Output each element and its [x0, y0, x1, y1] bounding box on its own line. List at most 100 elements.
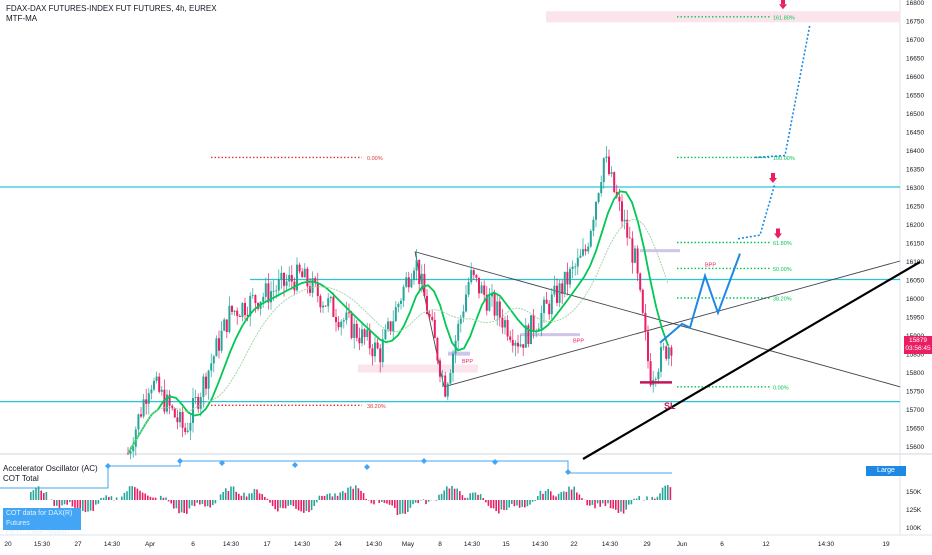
oscillator-bar [579, 494, 581, 500]
candle-body [621, 201, 623, 221]
time-tick-label: 6 [720, 541, 724, 548]
oscillator-bar [274, 500, 276, 509]
oscillator-bar [514, 500, 516, 506]
oscillator-bar [152, 498, 154, 500]
candle-body [574, 267, 576, 268]
oscillator-bar [345, 493, 347, 500]
candle-body [306, 269, 308, 286]
cot-marker [292, 462, 298, 468]
candle-body [184, 428, 186, 432]
price-tick-label: 16450 [906, 130, 924, 137]
candle-body [509, 336, 511, 339]
candle-body [327, 298, 329, 306]
candle-body [148, 393, 150, 404]
time-tick-label: 8 [438, 541, 442, 548]
oscillator-bar [329, 493, 331, 500]
candle-body [434, 320, 436, 338]
oscillator-bar [566, 492, 568, 500]
oscillator-bar [339, 492, 341, 500]
candle-body [572, 267, 574, 269]
large-traders-badge[interactable]: Large Traders [866, 466, 906, 476]
candle-body [374, 343, 376, 357]
oscillator-bar [358, 488, 360, 500]
oscillator-bar [493, 500, 495, 508]
oscillator-bar [576, 492, 578, 500]
oscillator-bar [472, 493, 474, 500]
oscillator-bar [527, 500, 529, 506]
candle-body [270, 291, 272, 302]
oscillator-bar [602, 500, 604, 503]
candle-body [512, 340, 514, 346]
candle-body [213, 356, 215, 363]
candle-body [603, 158, 605, 182]
oscillator-bar [407, 500, 409, 512]
oscillator-bar [199, 500, 201, 505]
oscillator-bar [103, 498, 105, 500]
candle-body [507, 320, 509, 336]
oscillator-bar [183, 500, 185, 513]
candle-body [598, 193, 600, 202]
oscillator-bar [381, 500, 383, 502]
candle-body [520, 344, 522, 346]
oscillator-bar [337, 496, 339, 500]
oscillator-bar [155, 498, 157, 500]
candle-body [665, 346, 667, 358]
time-tick-label: 14:30 [818, 541, 835, 548]
candle-body [202, 377, 204, 397]
candle-body [195, 397, 197, 398]
candle-body [418, 260, 420, 284]
candle-body [377, 343, 379, 349]
cot-marker [177, 458, 183, 464]
time-tick-label: 15 [502, 541, 510, 548]
price-tick-label: 15800 [906, 370, 924, 377]
candle-body [371, 348, 373, 356]
candle-body [608, 157, 610, 174]
oscillator-bar [599, 500, 601, 507]
oscillator-bar [121, 497, 123, 500]
price-tick-label: 15750 [906, 389, 924, 396]
oscillator-bar [282, 500, 284, 508]
candle-body [200, 397, 202, 409]
candle-body [431, 317, 433, 320]
candle-body [161, 390, 163, 392]
price-tick-label: 16550 [906, 93, 924, 100]
oscillator-bar [386, 500, 388, 504]
oscillator-bar [534, 500, 536, 501]
oscillator-bar [586, 500, 588, 505]
oscillator-bar [631, 500, 633, 504]
candle-body [189, 423, 191, 431]
oscillator-bar [664, 486, 666, 500]
candle-body [156, 377, 158, 381]
candle-body [618, 197, 620, 202]
candle-body [585, 249, 587, 251]
oscillator-bar [415, 500, 417, 503]
candle-body [595, 202, 597, 220]
candle-body [488, 296, 490, 310]
oscillator-bar [389, 500, 391, 505]
candle-body [637, 248, 639, 273]
candle-body [309, 286, 311, 293]
candle-body [234, 311, 236, 312]
candle-body [182, 412, 184, 428]
candle-body [390, 321, 392, 331]
oscillator-bar [196, 500, 198, 503]
oscillator-bar [373, 500, 375, 504]
oscillator-bar [35, 488, 37, 500]
oscillator-bar [612, 500, 614, 509]
last-price: 15879 [904, 337, 932, 345]
oscillator-bar [540, 491, 542, 500]
candle-body [639, 273, 641, 289]
candle-body [187, 431, 189, 432]
price-tick-label: 16650 [906, 56, 924, 63]
candle-body [436, 338, 438, 361]
oscillator-bar [194, 500, 196, 506]
oscillator-bar [56, 500, 58, 506]
candle-body [439, 361, 441, 377]
oscillator-bar [238, 494, 240, 500]
oscillator-bar [147, 496, 149, 500]
oscillator-bar [623, 500, 625, 514]
oscillator-bar [225, 488, 227, 500]
candle-body [241, 303, 243, 317]
oscillator-bar [485, 500, 487, 502]
